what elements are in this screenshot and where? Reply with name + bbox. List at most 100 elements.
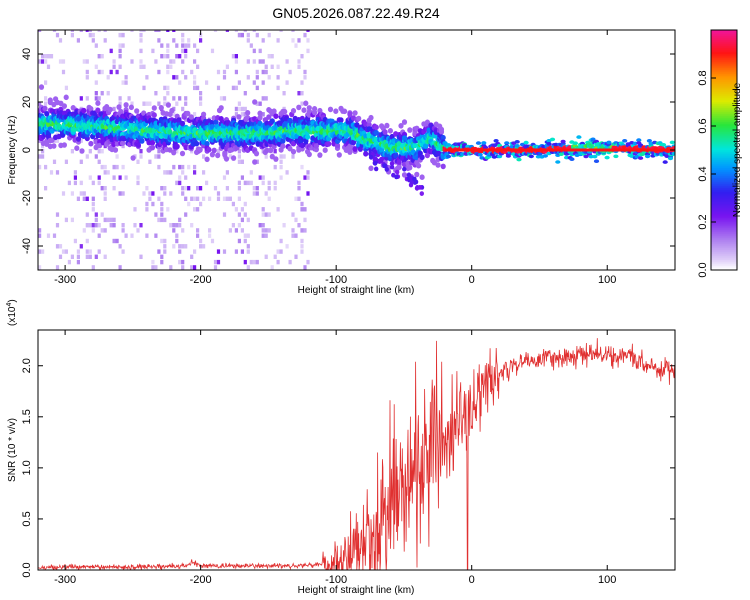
- noise-cell: [276, 259, 280, 265]
- colorbar-stripe: [711, 108, 737, 111]
- x-tick-label: 100: [598, 574, 616, 586]
- noise-cell: [142, 30, 146, 32]
- noise-cell: [85, 59, 89, 64]
- noise-cell: [234, 207, 238, 212]
- colorbar-tick-label: 0.6: [697, 118, 709, 133]
- noise-cell: [175, 180, 179, 186]
- noise-cell: [136, 180, 140, 186]
- colorbar-stripe: [711, 152, 737, 155]
- noise-cell: [178, 223, 182, 228]
- noise-cell: [151, 259, 155, 265]
- noise-cell: [172, 228, 176, 233]
- noise-cell: [100, 91, 104, 96]
- noise-cell: [184, 101, 188, 106]
- colorbar-stripe: [711, 254, 737, 257]
- noise-cell: [213, 259, 218, 265]
- noise-cell: [97, 149, 101, 154]
- ridge-cell: [387, 128, 393, 134]
- noise-cell: [52, 233, 57, 238]
- noise-cell: [228, 196, 232, 201]
- noise-cell: [175, 149, 179, 154]
- ridge-cell: [572, 141, 579, 145]
- noise-cell: [115, 164, 119, 170]
- noise-cell: [273, 164, 277, 170]
- ridge-core: [444, 148, 675, 152]
- colorbar-stripe: [711, 174, 737, 177]
- noise-cell: [208, 233, 212, 238]
- noise-cell: [157, 30, 161, 32]
- colorbar-stripe: [711, 156, 737, 159]
- colorbar-stripe: [711, 144, 737, 147]
- noise-cell: [136, 175, 140, 180]
- y-tick-label: 20: [21, 96, 33, 108]
- ridge-cell: [424, 152, 430, 159]
- noise-cell: [91, 32, 95, 38]
- snr-scale-close: ): [7, 299, 18, 302]
- spectrogram-x-ticks: -300 -200 -100 0 100: [54, 30, 616, 286]
- noise-cell: [139, 223, 143, 228]
- noise-cell: [142, 101, 146, 106]
- noise-cell: [243, 180, 247, 186]
- noise-cell: [112, 175, 116, 180]
- colorbar-stripe: [711, 34, 737, 37]
- trail-cell: [389, 161, 395, 167]
- noise-cell: [106, 75, 110, 80]
- ridge-cell: [253, 150, 260, 157]
- colorbar-stripe: [711, 192, 737, 195]
- colorbar-stripe: [711, 166, 737, 169]
- ridge-cell: [419, 174, 425, 180]
- noise-cell: [240, 207, 244, 212]
- ridge-cell: [667, 156, 674, 161]
- noise-cell: [196, 228, 200, 233]
- noise-cell: [237, 149, 241, 154]
- noise-cell: [38, 249, 42, 254]
- ridge-cell: [347, 149, 353, 155]
- noise-cell: [121, 191, 125, 196]
- noise-cell: [166, 170, 170, 175]
- noise-cell: [300, 207, 304, 212]
- colorbar-tick-label: 0.2: [697, 214, 709, 229]
- noise-cell: [64, 217, 68, 223]
- noise-cell: [285, 170, 289, 175]
- ridge-cell: [231, 155, 237, 161]
- noise-cell: [61, 106, 66, 112]
- noise-cell: [178, 244, 182, 249]
- noise-cell: [100, 69, 104, 75]
- noise-cell: [139, 59, 143, 64]
- colorbar-stripe: [711, 70, 737, 73]
- noise-cell: [303, 207, 307, 212]
- noise-cell: [61, 59, 66, 64]
- noise-cell: [193, 75, 197, 80]
- noise-cell: [94, 254, 98, 259]
- noise-cell: [130, 233, 134, 238]
- noise-cell: [300, 91, 304, 96]
- noise-cell: [181, 32, 185, 38]
- colorbar-stripe: [711, 130, 737, 133]
- noise-cell: [255, 259, 259, 265]
- noise-cell: [216, 259, 221, 265]
- colorbar-stripe: [711, 248, 737, 251]
- noise-cell: [145, 201, 149, 207]
- ridge-cell: [305, 134, 311, 140]
- noise-cell: [91, 180, 95, 186]
- noise-cell: [252, 59, 256, 64]
- noise-cell: [136, 159, 140, 164]
- noise-cell: [118, 175, 122, 180]
- ridge-cell: [112, 147, 119, 153]
- noise-cell: [190, 69, 194, 75]
- noise-cell: [193, 85, 197, 91]
- colorbar-stripe: [711, 106, 737, 109]
- noise-cell: [97, 54, 101, 59]
- noise-cell: [273, 149, 277, 154]
- noise-cell: [237, 101, 241, 106]
- noise-cell: [199, 91, 203, 96]
- noise-cell: [199, 244, 203, 249]
- noise-cell: [109, 48, 113, 54]
- ridge-cell: [407, 127, 413, 133]
- trail-cell: [382, 163, 387, 169]
- ridge-cell: [280, 143, 286, 149]
- noise-cell: [178, 96, 182, 101]
- noise-cell: [303, 75, 307, 80]
- ridge-cell: [636, 138, 642, 142]
